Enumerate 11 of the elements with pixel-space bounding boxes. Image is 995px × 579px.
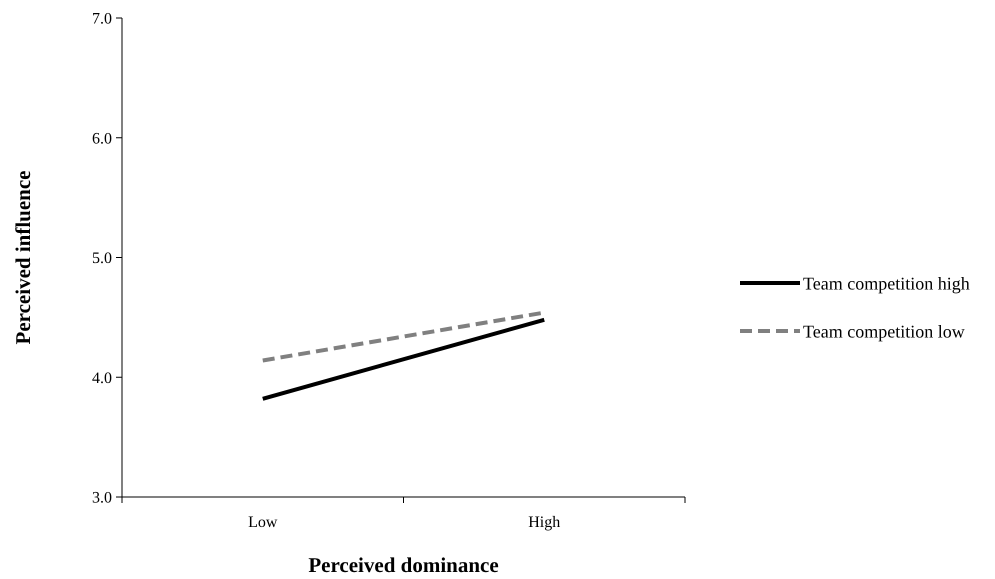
legend-label: Team competition low — [803, 321, 965, 342]
y-tick-label: 5.0 — [92, 250, 112, 268]
legend-label: Team competition high — [803, 273, 970, 294]
y-axis-title: Perceived influence — [11, 170, 35, 344]
y-tick-label: 6.0 — [92, 130, 112, 148]
y-tick-label: 7.0 — [92, 10, 112, 28]
x-tick-label: Low — [248, 514, 278, 531]
y-tick-label: 4.0 — [92, 370, 112, 387]
x-tick-label: High — [528, 514, 560, 531]
y-tick-label: 3.0 — [92, 490, 112, 507]
x-axis-title: Perceived dominance — [308, 553, 499, 577]
